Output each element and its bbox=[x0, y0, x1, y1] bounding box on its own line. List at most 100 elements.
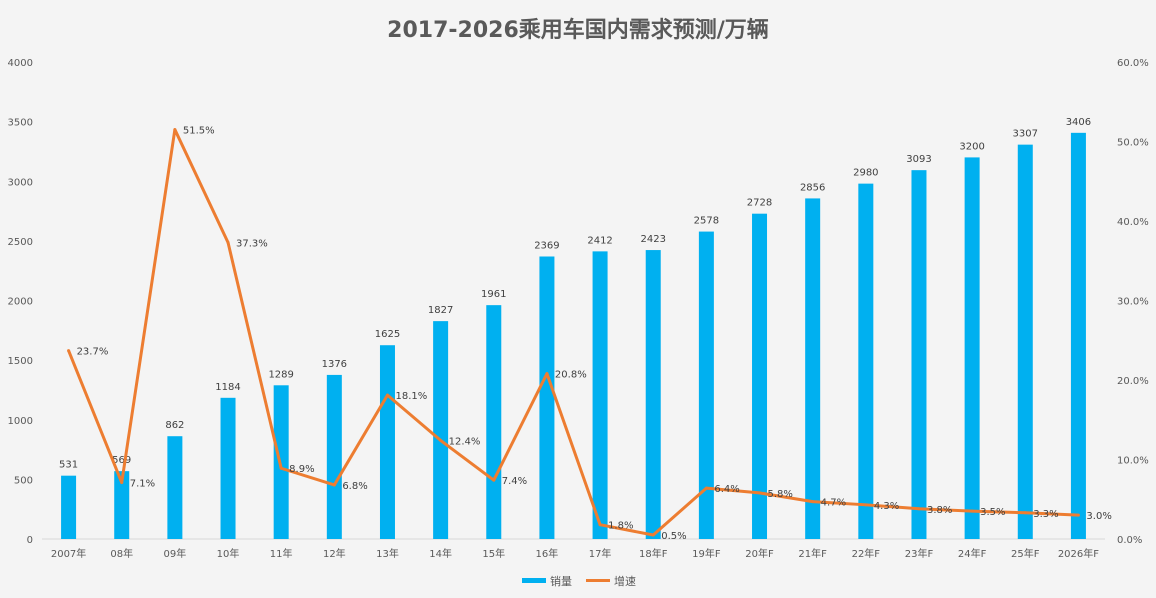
bar bbox=[858, 183, 874, 539]
x-axis-tick-label: 20年F bbox=[745, 547, 774, 560]
left-axis-tick-label: 1000 bbox=[8, 416, 33, 427]
line-point bbox=[439, 438, 443, 442]
bar bbox=[61, 475, 77, 539]
x-axis-tick-label: 15年 bbox=[482, 547, 505, 560]
x-axis-tick-label: 14年 bbox=[429, 547, 452, 560]
bar-value-label: 1625 bbox=[375, 329, 400, 340]
line-point bbox=[492, 478, 496, 482]
bar-value-label: 531 bbox=[59, 460, 78, 471]
line-value-label: 5.8% bbox=[768, 489, 793, 500]
left-axis-tick-label: 2000 bbox=[8, 297, 33, 308]
x-axis-tick-label: 09年 bbox=[164, 547, 187, 560]
right-axis-tick-label: 20.0% bbox=[1117, 376, 1149, 387]
right-axis-tick-label: 50.0% bbox=[1117, 138, 1149, 149]
bar bbox=[486, 305, 502, 539]
line-point bbox=[226, 240, 230, 244]
bar bbox=[645, 250, 661, 539]
line-value-label: 4.7% bbox=[821, 498, 846, 509]
x-axis-tick-label: 25年F bbox=[1011, 547, 1040, 560]
legend: 销量 增速 bbox=[522, 574, 636, 588]
x-axis-tick-label: 08年 bbox=[110, 547, 133, 560]
x-axis-tick-label: 22年F bbox=[852, 547, 881, 560]
bar-value-label: 862 bbox=[165, 420, 184, 431]
line-point bbox=[332, 483, 336, 487]
bar-value-label: 2412 bbox=[587, 235, 612, 246]
line-point bbox=[1023, 511, 1027, 515]
bar-value-label: 1184 bbox=[215, 382, 240, 393]
bar-value-label: 1376 bbox=[322, 359, 347, 370]
x-axis-tick-label: 18年F bbox=[639, 547, 668, 560]
line-value-label: 7.4% bbox=[502, 476, 527, 487]
line-value-label: 8.9% bbox=[289, 464, 314, 475]
right-axis-tick-label: 0.0% bbox=[1117, 535, 1142, 546]
line-value-label: 0.5% bbox=[661, 531, 686, 542]
line-value-label: 51.5% bbox=[183, 126, 215, 137]
right-axis-tick-label: 60.0% bbox=[1117, 58, 1149, 69]
bar-value-label: 2369 bbox=[534, 240, 559, 251]
line-point bbox=[545, 372, 549, 376]
right-axis-tick-label: 30.0% bbox=[1117, 297, 1149, 308]
bar bbox=[805, 198, 821, 539]
bar-value-label: 2423 bbox=[640, 234, 665, 245]
line-value-label: 12.4% bbox=[449, 436, 481, 447]
bar bbox=[220, 397, 236, 539]
bar-value-label: 2980 bbox=[853, 168, 878, 179]
x-axis-tick-label: 2007年 bbox=[51, 547, 86, 560]
bar-value-label: 3200 bbox=[959, 141, 984, 152]
line-point bbox=[864, 503, 868, 507]
bar-value-label: 1961 bbox=[481, 289, 506, 300]
bar bbox=[326, 374, 342, 539]
line-point bbox=[120, 481, 124, 485]
x-axis-tick-label: 19年F bbox=[692, 547, 721, 560]
line-point bbox=[67, 349, 71, 353]
line-point bbox=[811, 500, 815, 504]
x-axis-tick-label: 2026年F bbox=[1058, 547, 1099, 560]
chart-title: 2017-2026乘用车国内需求预测/万辆 bbox=[387, 17, 769, 43]
line-value-label: 20.8% bbox=[555, 370, 587, 381]
bar bbox=[698, 231, 714, 540]
legend-label: 销量 bbox=[550, 574, 572, 588]
x-axis-tick-label: 21年F bbox=[798, 547, 827, 560]
right-axis-tick-label: 40.0% bbox=[1117, 217, 1149, 228]
x-axis-tick-label: 13年 bbox=[376, 547, 399, 560]
line-value-label: 6.8% bbox=[342, 481, 367, 492]
bar bbox=[114, 471, 130, 539]
left-axis-tick-label: 1500 bbox=[8, 356, 33, 367]
line-point bbox=[758, 491, 762, 495]
line-value-label: 3.0% bbox=[1086, 511, 1111, 522]
bar bbox=[539, 256, 555, 539]
line-value-label: 23.7% bbox=[77, 347, 109, 358]
left-axis-tick-label: 3000 bbox=[8, 177, 33, 188]
x-axis-tick-label: 17年 bbox=[589, 547, 612, 560]
bar bbox=[964, 157, 980, 539]
line-value-label: 6.4% bbox=[714, 484, 739, 495]
line-value-label: 1.8% bbox=[608, 521, 633, 532]
left-axis-tick-label: 2500 bbox=[8, 237, 33, 248]
line-value-label: 3.8% bbox=[927, 505, 952, 516]
left-axis-tick-label: 4000 bbox=[8, 58, 33, 69]
x-axis-tick-label: 23年F bbox=[905, 547, 934, 560]
bar bbox=[1017, 144, 1033, 539]
line-point bbox=[173, 128, 177, 132]
line-point bbox=[385, 393, 389, 397]
line-point bbox=[279, 466, 283, 470]
line-point bbox=[917, 507, 921, 511]
bar bbox=[592, 251, 608, 539]
bar-series: 531 569 862 1184 1289 1376 1625 1827 1961 2369 241… bbox=[59, 117, 1091, 540]
line-value-label: 4.3% bbox=[874, 501, 899, 512]
bar bbox=[911, 170, 927, 540]
line-value-label: 18.1% bbox=[395, 391, 427, 402]
line-point bbox=[1076, 513, 1080, 517]
line-value-label: 7.1% bbox=[130, 479, 155, 490]
line-point bbox=[970, 509, 974, 513]
line-value-label: 3.5% bbox=[980, 507, 1005, 518]
legend-label: 增速 bbox=[614, 574, 636, 588]
legend-bar-swatch bbox=[522, 578, 546, 583]
bar bbox=[1070, 132, 1086, 539]
bar-value-label: 2728 bbox=[747, 198, 772, 209]
line-value-label: 37.3% bbox=[236, 238, 268, 249]
left-axis-tick-label: 0 bbox=[27, 535, 33, 546]
bar bbox=[379, 345, 395, 539]
x-axis-tick-label: 16年 bbox=[536, 547, 559, 560]
